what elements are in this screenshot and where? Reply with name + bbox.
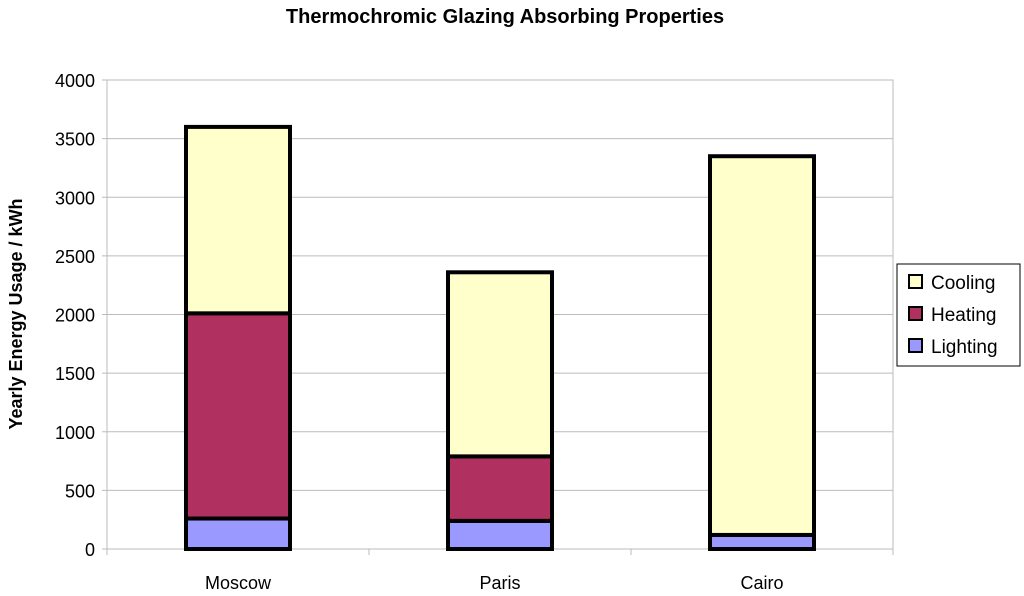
bar-heating [184,311,292,521]
bar-cooling [708,154,816,537]
chart-title: Thermochromic Glazing Absorbing Properti… [286,6,724,28]
y-tick-label: 1000 [55,423,95,443]
x-tick-label: Paris [479,573,520,593]
bar-lighting [184,516,292,552]
y-tick-label: 0 [85,540,95,560]
legend-label: Lighting [931,337,998,358]
y-tick-label: 3500 [55,130,95,150]
bar-lighting [446,518,554,551]
x-tick-label: Cairo [740,573,783,593]
y-tick-label: 2500 [55,247,95,267]
bar-lighting [708,532,816,551]
y-tick-label: 4000 [55,71,95,91]
legend-swatch-lighting [908,338,923,353]
bar-cooling [446,270,554,459]
y-tick-label: 1500 [55,364,95,384]
x-tick-label: Moscow [205,573,272,593]
legend-swatch-heating [908,306,923,321]
y-axis-label: Yearly Energy Usage / kWh [6,198,26,429]
legend-label: Cooling [931,273,995,294]
legend-swatch-cooling [908,274,923,289]
bar-cooling [184,124,292,316]
legend-label: Heating [931,305,997,326]
y-tick-label: 2000 [55,306,95,326]
bar-heating [446,454,554,523]
y-tick-label: 3000 [55,188,95,208]
y-tick-label: 500 [65,481,95,501]
